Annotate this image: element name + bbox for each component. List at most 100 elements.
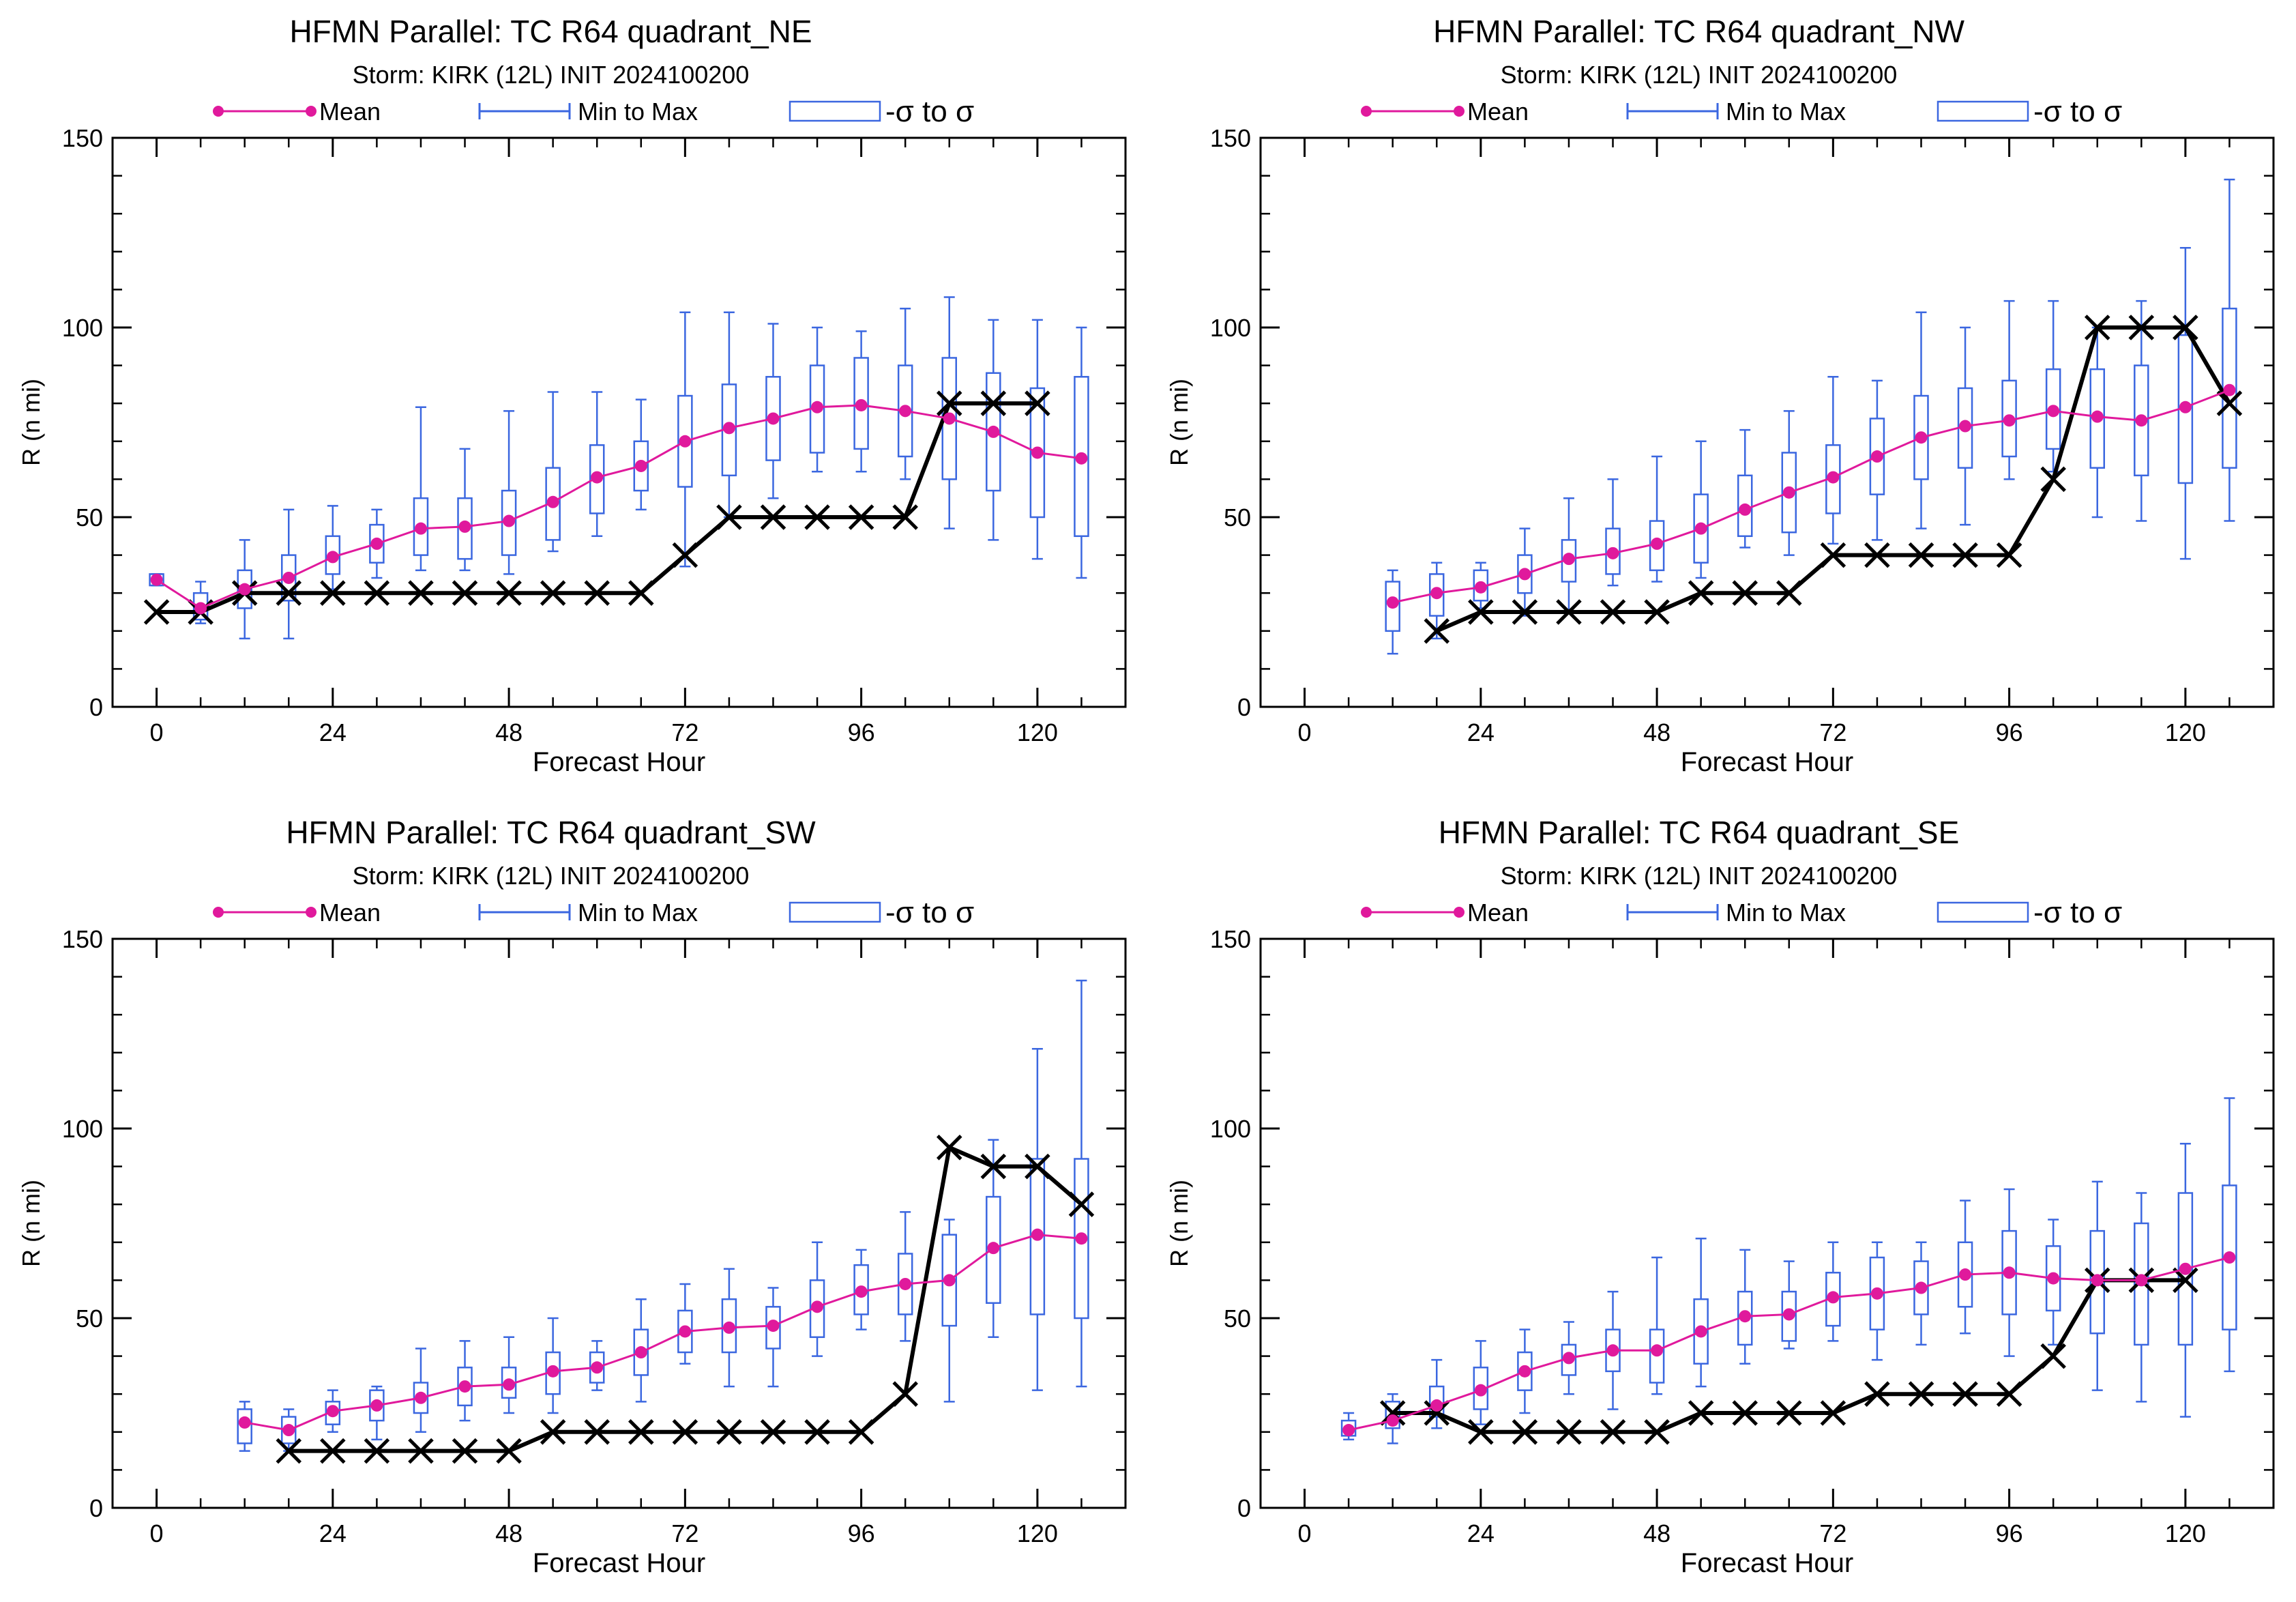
plot-frame (1259, 937, 2275, 1509)
y-tick-label: 100 (62, 1115, 103, 1143)
sigma-box (2045, 368, 2061, 450)
mean-point (943, 412, 956, 425)
y-axis-label: R (n mi) (1165, 1180, 1193, 1267)
mean-point (722, 422, 735, 435)
best-track-marker (628, 1419, 654, 1445)
mean-point (2135, 1274, 2148, 1287)
best-track-marker (1908, 1381, 1934, 1407)
best-track-marker (760, 504, 786, 530)
mean-point (238, 583, 251, 596)
x-tick-label: 72 (1819, 1519, 1846, 1547)
best-track-marker (848, 504, 874, 530)
legend-minmax-label: Min to Max (1726, 98, 1846, 126)
best-track-marker (276, 580, 302, 606)
best-track-marker (540, 580, 566, 606)
best-track-marker (2040, 466, 2066, 493)
sigma-box (633, 440, 649, 492)
best-track-marker (1600, 599, 1626, 625)
mean-point (1782, 1308, 1795, 1321)
best-track-marker (2040, 1343, 2066, 1369)
best-track-marker (1600, 1419, 1626, 1445)
best-track-marker (2128, 315, 2155, 340)
mean-point (1606, 1344, 1619, 1357)
best-track-marker (1512, 599, 1538, 625)
x-tick-label: 72 (671, 1519, 698, 1547)
y-tick-label: 100 (1210, 1115, 1251, 1143)
sigma-box (237, 569, 252, 609)
mean-point (282, 1424, 295, 1437)
mean-point (503, 514, 516, 527)
best-track-marker (584, 1419, 610, 1445)
mean-point (2223, 383, 2236, 396)
mean-point (1474, 581, 1487, 594)
best-track-marker (2216, 390, 2243, 416)
mean-point (899, 1277, 912, 1290)
best-track-marker (320, 580, 346, 606)
legend-sigma-box (1937, 100, 2029, 122)
sigma-box (721, 1298, 737, 1354)
sigma-box (281, 554, 297, 602)
best-track-marker (1512, 1419, 1538, 1445)
chart-panel-3: HFMN Parallel: TC R64 quadrant_SW Storm: … (17, 815, 1127, 1578)
best-track-marker (672, 542, 698, 568)
best-track-marker (1908, 542, 1934, 568)
sigma-box (633, 1328, 649, 1376)
chart-subtitle: Storm: KIRK (12L) INIT 2024100200 (1501, 862, 1898, 890)
x-tick-label: 48 (495, 1519, 523, 1547)
mean-point (1518, 1365, 1531, 1378)
best-track-marker (1996, 542, 2022, 568)
mean-point (1694, 522, 1707, 535)
x-tick-label: 24 (319, 718, 347, 746)
mean-point (987, 425, 1000, 438)
mean-point (1782, 486, 1795, 499)
x-axis-label: Forecast Hour (533, 747, 705, 777)
x-tick-label: 72 (1819, 718, 1846, 746)
chart-title: HFMN Parallel: TC R64 quadrant_SE (1439, 815, 1960, 850)
best-track-marker (276, 1438, 302, 1464)
mean-point (1518, 568, 1531, 581)
mean-point (855, 1285, 868, 1298)
best-track-marker (716, 1419, 742, 1445)
best-track-marker (1644, 1419, 1670, 1445)
mean-point (634, 1346, 647, 1359)
sigma-box (1869, 418, 1885, 495)
mean-point (1870, 450, 1883, 463)
chart-title: HFMN Parallel: TC R64 quadrant_NE (289, 14, 812, 49)
best-track-marker (1996, 1381, 2022, 1407)
best-track-marker (804, 504, 830, 530)
legend-mean-marker (1361, 907, 1372, 918)
best-track-marker (1820, 542, 1846, 568)
sigma-box (413, 497, 429, 556)
mean-point (2003, 414, 2016, 427)
sigma-box (1913, 394, 1929, 480)
best-track-marker (1025, 390, 1050, 416)
sigma-box (765, 1306, 781, 1350)
x-tick-label: 0 (150, 718, 164, 746)
legend-minmax-label: Min to Max (1726, 899, 1846, 927)
y-tick-label: 100 (1210, 314, 1251, 342)
x-tick-label: 24 (1467, 718, 1495, 746)
x-tick-label: 96 (1996, 718, 2023, 746)
mean-point (1606, 547, 1619, 559)
sigma-box (369, 523, 385, 564)
sigma-box (765, 376, 781, 461)
mean-point (1915, 431, 1928, 444)
plot-frame (111, 136, 1127, 708)
best-track-marker (892, 1381, 918, 1407)
best-track-marker (936, 390, 962, 416)
sigma-box (457, 497, 473, 560)
best-track-marker (628, 580, 654, 606)
mean-point (1474, 1384, 1487, 1397)
mean-point (2223, 1251, 2236, 1264)
best-track-marker (1688, 580, 1714, 606)
y-tick-label: 50 (1224, 504, 1251, 531)
chart-title: HFMN Parallel: TC R64 quadrant_NW (1433, 14, 1964, 49)
best-track-marker (2173, 1267, 2198, 1294)
mean-point (855, 398, 868, 411)
mean-point (899, 405, 912, 418)
legend-mean-label: Mean (1467, 98, 1529, 126)
y-tick-label: 0 (1237, 1494, 1251, 1522)
legend-mean-marker (306, 106, 317, 117)
legend-sigma-label: -σ to σ (885, 896, 974, 929)
best-track-marker (1864, 1381, 1890, 1407)
